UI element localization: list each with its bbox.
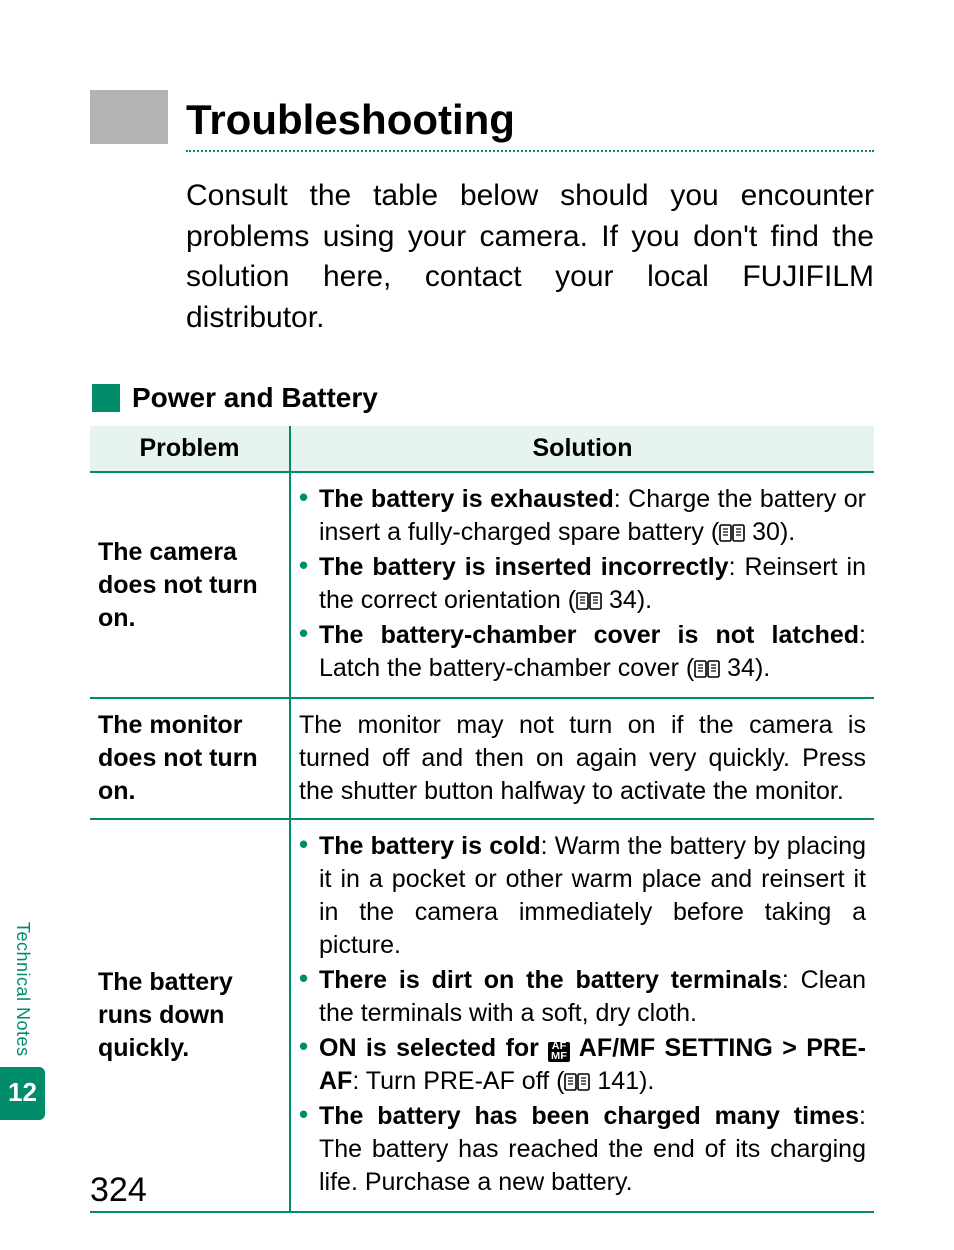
solution-list: The battery is cold: Warm the battery by… <box>299 830 866 1199</box>
dotted-rule <box>186 150 874 152</box>
side-tab: Technical Notes 12 <box>0 916 45 1120</box>
solution-item: The battery is inserted incorrectly: Rei… <box>299 551 866 617</box>
table-row: The camera does not turn on. The battery… <box>90 472 874 698</box>
problem-cell: The camera does not turn on. <box>90 472 290 698</box>
book-icon <box>694 655 720 675</box>
page-ref: 30 <box>752 518 780 546</box>
section-heading: Power and Battery <box>90 382 874 414</box>
problem-cell: The monitor does not turn on. <box>90 698 290 819</box>
section-marker-square <box>92 384 120 412</box>
bold-text: The battery is inserted incorrectly <box>319 553 729 581</box>
solution-item: The battery is exhausted: Charge the bat… <box>299 483 866 549</box>
side-tab-number: 12 <box>0 1067 45 1120</box>
page-ref: 34 <box>727 654 755 682</box>
bold-text: The battery is cold <box>319 832 541 860</box>
table-row: The monitor does not turn on. The monito… <box>90 698 874 819</box>
book-icon <box>576 587 602 607</box>
bold-text: The battery-chamber cover is not latched <box>319 621 859 649</box>
text: ). <box>637 586 652 614</box>
text: ON is selected for <box>319 1034 548 1062</box>
troubleshooting-table: Problem Solution The camera does not tur… <box>90 426 874 1213</box>
solution-list: The battery is exhausted: Charge the bat… <box>299 483 866 685</box>
solution-item: ON is selected for AFMF AF/MF SETTING > … <box>299 1032 866 1098</box>
side-tab-label: Technical Notes <box>8 916 37 1067</box>
solution-cell: The battery is cold: Warm the battery by… <box>290 819 874 1212</box>
problem-cell: The battery runs down quickly. <box>90 819 290 1212</box>
solution-item: The battery-chamber cover is not latched… <box>299 619 866 685</box>
page-ref: 34 <box>609 586 637 614</box>
title-marker-square <box>90 90 168 144</box>
bold-text: There is dirt on the battery terminals <box>319 966 782 994</box>
text: ). <box>755 654 770 682</box>
page-title: Troubleshooting <box>186 96 515 144</box>
solution-text: The monitor may not turn on if the camer… <box>299 709 866 808</box>
text: ). <box>639 1067 654 1095</box>
solution-item: The battery has been charged many times:… <box>299 1100 866 1199</box>
text: : Turn PRE-AF off ( <box>352 1067 564 1095</box>
page-number: 324 <box>90 1171 147 1210</box>
book-icon <box>564 1068 590 1088</box>
table-row: The battery runs down quickly. The batte… <box>90 819 874 1212</box>
section-title: Power and Battery <box>132 382 378 414</box>
bold-text: The battery is exhausted <box>319 485 614 513</box>
page-ref: 141 <box>597 1067 639 1095</box>
intro-paragraph: Consult the table below should you encou… <box>186 176 874 338</box>
table-header-problem: Problem <box>90 426 290 472</box>
afmf-icon: AFMF <box>548 1042 570 1062</box>
title-row: Troubleshooting <box>90 90 874 144</box>
bold-text: The battery has been charged many times <box>319 1102 859 1130</box>
solution-cell: The battery is exhausted: Charge the bat… <box>290 472 874 698</box>
solution-item: The battery is cold: Warm the battery by… <box>299 830 866 962</box>
book-icon <box>719 519 745 539</box>
table-header-solution: Solution <box>290 426 874 472</box>
manual-page: Troubleshooting Consult the table below … <box>0 0 954 1250</box>
solution-item: There is dirt on the battery terminals: … <box>299 964 866 1030</box>
solution-cell: The monitor may not turn on if the camer… <box>290 698 874 819</box>
text: ). <box>780 518 795 546</box>
